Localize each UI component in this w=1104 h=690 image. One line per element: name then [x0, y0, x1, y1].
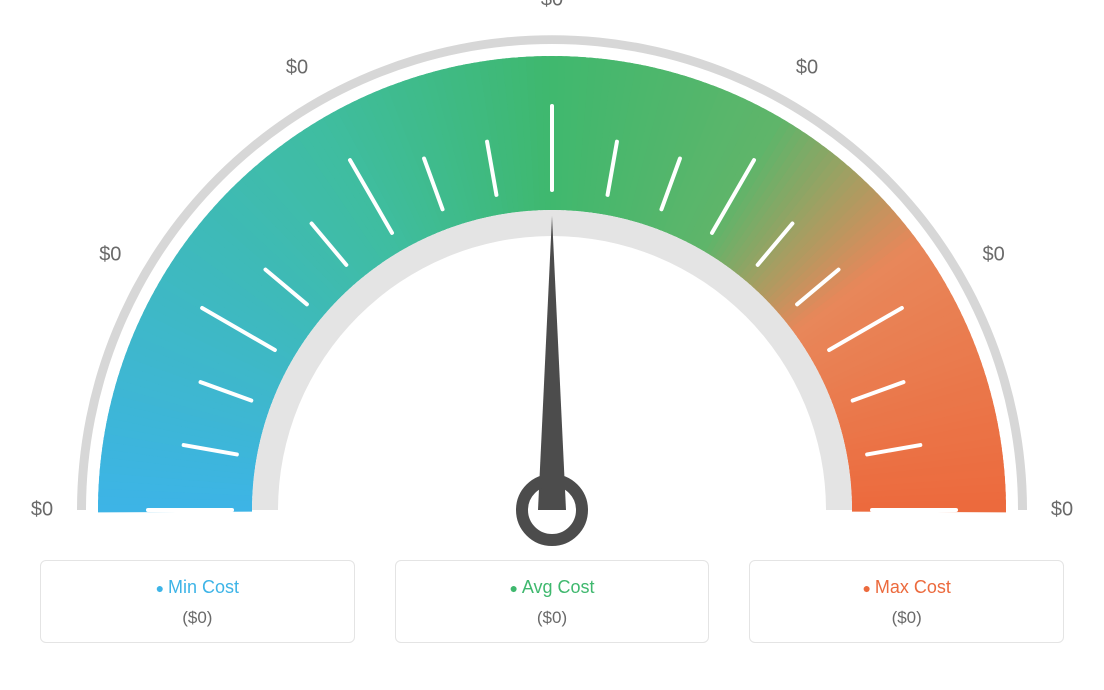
legend-row: Min Cost ($0) Avg Cost ($0) Max Cost ($0…: [0, 560, 1104, 643]
legend-label-min: Min Cost: [156, 577, 239, 598]
gauge-tick-label: $0: [983, 244, 1005, 267]
legend-card-min: Min Cost ($0): [40, 560, 355, 643]
legend-label-max: Max Cost: [862, 577, 950, 598]
gauge-chart: $0 $0 $0 $0 $0 $0 $0: [0, 0, 1104, 560]
legend-value-min: ($0): [53, 608, 342, 628]
gauge-tick-label: $0: [31, 499, 53, 522]
gauge-tick-label: $0: [796, 57, 818, 80]
legend-card-avg: Avg Cost ($0): [395, 560, 710, 643]
legend-label-avg: Avg Cost: [509, 577, 594, 598]
gauge-tick-label: $0: [286, 57, 308, 80]
gauge-svg: [0, 0, 1104, 560]
legend-value-max: ($0): [762, 608, 1051, 628]
gauge-tick-label: $0: [541, 0, 563, 12]
gauge-tick-label: $0: [99, 244, 121, 267]
legend-value-avg: ($0): [408, 608, 697, 628]
gauge-tick-label: $0: [1051, 499, 1073, 522]
legend-card-max: Max Cost ($0): [749, 560, 1064, 643]
